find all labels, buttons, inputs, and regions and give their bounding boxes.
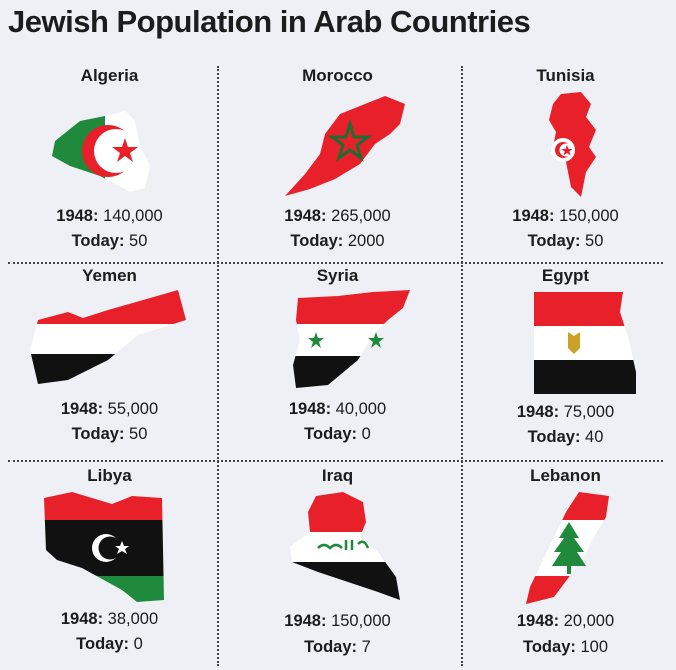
- stat-today: Today: 40: [527, 428, 604, 446]
- libya-flag-map: [44, 492, 164, 602]
- stat-1948: 1948: 75,000: [516, 403, 615, 421]
- column-divider: [217, 66, 219, 666]
- row-divider: [8, 262, 663, 264]
- country-card-lebanon: Lebanon 1948: 20,000 Today: 100: [456, 466, 675, 670]
- country-name: Iraq: [321, 466, 354, 485]
- stat-today: Today: 50: [527, 232, 604, 250]
- iraq-flag-map: [290, 492, 400, 600]
- column-divider: [461, 66, 463, 666]
- stat-today: Today: 50: [71, 425, 148, 443]
- egypt-flag-map: [534, 292, 636, 394]
- country-card-yemen: Yemen 1948: 55,000 Today: 50: [0, 266, 219, 460]
- tunisia-flag-map: [549, 92, 596, 197]
- country-name: Syria: [316, 266, 359, 285]
- stat-today: Today: 0: [304, 425, 371, 443]
- stat-1948: 1948: 140,000: [56, 207, 163, 225]
- country-name: Egypt: [541, 266, 590, 285]
- stat-today: Today: 7: [304, 638, 371, 656]
- country-card-tunisia: Tunisia 1948: 150,000 Today: 50: [456, 66, 675, 262]
- country-name: Algeria: [80, 66, 139, 85]
- page-title: Jewish Population in Arab Countries: [8, 4, 531, 39]
- country-card-algeria: Algeria 1948: 140,000 Today: 50: [0, 66, 219, 262]
- country-name: Tunisia: [536, 66, 595, 85]
- country-card-libya: Libya 1948: 38,000 Today: 0: [0, 466, 219, 670]
- country-name: Morocco: [302, 66, 373, 85]
- country-name: Yemen: [82, 266, 137, 285]
- country-card-syria: Syria 1948: 40,000 Today: 0: [228, 266, 447, 460]
- stat-today: Today: 100: [523, 638, 608, 656]
- stat-1948: 1948: 20,000: [516, 612, 615, 630]
- stat-today: Today: 2000: [290, 232, 385, 250]
- stat-1948: 1948: 150,000: [512, 207, 619, 225]
- row-divider: [8, 460, 663, 462]
- algeria-flag-map: [52, 111, 150, 192]
- syria-flag-map: [293, 290, 410, 388]
- stat-1948: 1948: 40,000: [288, 400, 387, 418]
- morocco-flag-map: [285, 96, 405, 196]
- stat-1948: 1948: 55,000: [60, 400, 159, 418]
- stat-1948: 1948: 38,000: [60, 610, 159, 628]
- stat-1948: 1948: 150,000: [284, 612, 391, 630]
- country-card-morocco: Morocco 1948: 265,000 Today: 2000: [228, 66, 447, 262]
- country-name: Libya: [87, 466, 132, 485]
- yemen-flag-map: [30, 290, 186, 384]
- country-name: Lebanon: [530, 466, 601, 485]
- stat-today: Today: 50: [71, 232, 148, 250]
- lebanon-flag-map: [526, 492, 609, 604]
- stat-today: Today: 0: [76, 635, 143, 653]
- country-card-egypt: Egypt 1948: 75,000 Today: 40: [456, 266, 675, 460]
- country-card-iraq: Iraq 1948: 150,000 Today: 7: [228, 466, 447, 670]
- stat-1948: 1948: 265,000: [284, 207, 391, 225]
